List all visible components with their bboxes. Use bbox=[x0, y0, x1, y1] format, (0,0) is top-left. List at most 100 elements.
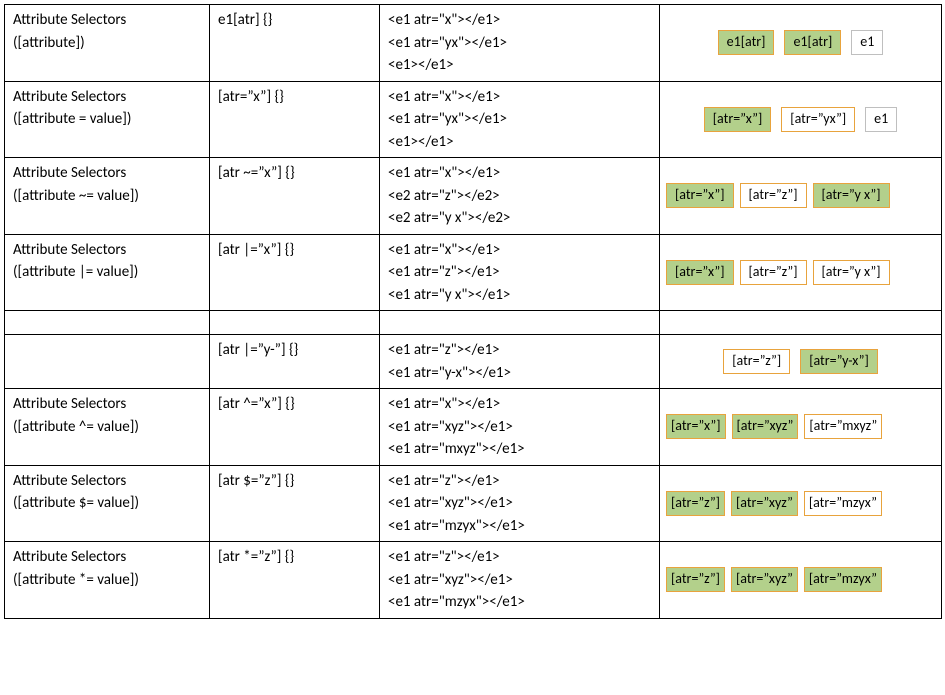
selector-title: Attribute Selectors bbox=[13, 86, 203, 109]
table-row: Attribute Selectors([attribute $= value]… bbox=[5, 465, 942, 542]
selector-name-cell: Attribute Selectors([attribute *= value]… bbox=[5, 542, 210, 619]
html-line: <e1 atr="yx"></e1> bbox=[388, 32, 653, 55]
match-visual-cell: [atr=”z”][atr=”xyz”[atr=”mzyx” bbox=[660, 465, 942, 542]
result-box: [atr=”z”] bbox=[723, 349, 790, 374]
table-row: Attribute Selectors([attribute ~= value]… bbox=[5, 158, 942, 235]
result-box: [atr=”yx”] bbox=[781, 107, 855, 132]
selector-name-cell: Attribute Selectors([attribute = value]) bbox=[5, 81, 210, 158]
selector-syntax: ([attribute ^= value]) bbox=[13, 416, 203, 439]
match-visual-cell: [atr=”x”][atr=”xyz”[atr=”mxyz” bbox=[660, 389, 942, 466]
result-box: [atr=”x”] bbox=[666, 260, 734, 285]
table-row bbox=[5, 311, 942, 335]
html-line: <e1 atr="mzyx"></e1> bbox=[388, 591, 653, 614]
selector-syntax: ([attribute *= value]) bbox=[13, 569, 203, 592]
html-example-cell: <e1 atr="x"></e1><e1 atr="yx"></e1><e1><… bbox=[380, 81, 660, 158]
html-line: <e1 atr="z"></e1> bbox=[388, 546, 653, 569]
selector-syntax: ([attribute]) bbox=[13, 32, 203, 55]
html-example-cell: <e1 atr="z"></e1><e1 atr="y-x"></e1> bbox=[380, 335, 660, 389]
css-rule-cell: [atr $=”z”] {} bbox=[210, 465, 380, 542]
html-line: <e1 atr="xyz"></e1> bbox=[388, 492, 653, 515]
box-row: e1[atr]e1[atr]e1 bbox=[664, 30, 937, 55]
match-visual-cell: [atr=”x”] [atr=”yx”] e1 bbox=[660, 81, 942, 158]
selector-title: Attribute Selectors bbox=[13, 9, 203, 32]
selector-syntax: ([attribute = value]) bbox=[13, 108, 203, 131]
html-line: <e1></e1> bbox=[388, 131, 653, 154]
result-box: [atr=”mzyx” bbox=[804, 567, 882, 592]
html-line: <e1 atr="x"></e1> bbox=[388, 162, 653, 185]
css-rule-cell: e1[atr] {} bbox=[210, 5, 380, 82]
match-visual-cell: e1[atr]e1[atr]e1 bbox=[660, 5, 942, 82]
html-line: <e2 atr="y x"></e2> bbox=[388, 207, 653, 230]
html-line: <e1 atr="x"></e1> bbox=[388, 9, 653, 32]
empty-cell bbox=[210, 311, 380, 335]
result-box: [atr=”xyz” bbox=[731, 491, 798, 516]
selector-syntax: ([attribute |= value]) bbox=[13, 261, 203, 284]
html-line: <e1 atr="x"></e1> bbox=[388, 239, 653, 262]
result-box: [atr=”y x”] bbox=[813, 260, 890, 285]
html-line: <e1 atr="z"></e1> bbox=[388, 339, 653, 362]
html-line: <e2 atr="z"></e2> bbox=[388, 185, 653, 208]
html-line: <e1 atr="z"></e1> bbox=[388, 261, 653, 284]
box-row: [atr=”z”][atr=”xyz”[atr=”mzyx” bbox=[664, 567, 937, 592]
selector-name-cell: Attribute Selectors([attribute |= value]… bbox=[5, 234, 210, 311]
result-box: [atr=”x”] bbox=[666, 414, 726, 439]
html-line: <e1 atr="mxyz"></e1> bbox=[388, 438, 653, 461]
html-line: <e1 atr="mzyx"></e1> bbox=[388, 515, 653, 538]
box-row: [atr=”x”][atr=”xyz”[atr=”mxyz” bbox=[664, 414, 937, 439]
match-visual-cell: [atr=”x”][atr=”z”][atr=”y x”] bbox=[660, 158, 942, 235]
result-box: e1[atr] bbox=[718, 30, 775, 55]
box-row: [atr=”z”][atr=”xyz”[atr=”mzyx” bbox=[664, 491, 937, 516]
table-row: Attribute Selectors([attribute ^= value]… bbox=[5, 389, 942, 466]
result-box: [atr=”xyz” bbox=[732, 414, 799, 439]
selector-syntax: ([attribute $= value]) bbox=[13, 492, 203, 515]
selectors-table: Attribute Selectors([attribute])e1[atr] … bbox=[4, 4, 942, 619]
empty-cell bbox=[5, 311, 210, 335]
css-rule-cell: [atr ~=”x”] {} bbox=[210, 158, 380, 235]
css-rule-cell: [atr |=”x”] {} bbox=[210, 234, 380, 311]
box-row: [atr=”x”] [atr=”yx”] e1 bbox=[664, 107, 937, 132]
html-example-cell: <e1 atr="x"></e1><e1 atr="z"></e1><e1 at… bbox=[380, 234, 660, 311]
result-box: [atr=”y x”] bbox=[813, 183, 890, 208]
result-box: [atr=”x”] bbox=[666, 183, 734, 208]
selector-title: Attribute Selectors bbox=[13, 546, 203, 569]
html-line: <e1 atr="z"></e1> bbox=[388, 470, 653, 493]
html-line: <e1 atr="xyz"></e1> bbox=[388, 416, 653, 439]
html-example-cell: <e1 atr="x"></e1><e1 atr="yx"></e1><e1><… bbox=[380, 5, 660, 82]
selector-title: Attribute Selectors bbox=[13, 470, 203, 493]
result-box: e1 bbox=[865, 107, 897, 132]
table-row: Attribute Selectors([attribute])e1[atr] … bbox=[5, 5, 942, 82]
result-box: [atr=”z”] bbox=[666, 491, 725, 516]
html-example-cell: <e1 atr="x"></e1><e1 atr="xyz"></e1><e1 … bbox=[380, 389, 660, 466]
css-rule-cell: [atr ^=”x”] {} bbox=[210, 389, 380, 466]
result-box: [atr=”mzyx” bbox=[804, 491, 882, 516]
selector-title: Attribute Selectors bbox=[13, 162, 203, 185]
html-line: <e1 atr="y x"></e1> bbox=[388, 284, 653, 307]
selector-name-cell: Attribute Selectors([attribute ^= value]… bbox=[5, 389, 210, 466]
result-box: e1[atr] bbox=[784, 30, 841, 55]
html-line: <e1 atr="yx"></e1> bbox=[388, 108, 653, 131]
html-line: <e1 atr="xyz"></e1> bbox=[388, 569, 653, 592]
selector-title: Attribute Selectors bbox=[13, 239, 203, 262]
match-visual-cell: [atr=”z”] [atr=”y-x”] bbox=[660, 335, 942, 389]
table-row: Attribute Selectors([attribute *= value]… bbox=[5, 542, 942, 619]
box-row: [atr=”z”] [atr=”y-x”] bbox=[664, 349, 937, 374]
match-visual-cell: [atr=”x”][atr=”z”][atr=”y x”] bbox=[660, 234, 942, 311]
selector-syntax: ([attribute ~= value]) bbox=[13, 185, 203, 208]
empty-cell bbox=[380, 311, 660, 335]
result-box: [atr=”z”] bbox=[740, 183, 807, 208]
css-rule-cell: [atr *=”z”] {} bbox=[210, 542, 380, 619]
css-rule-cell: [atr |=”y-”] {} bbox=[210, 335, 380, 389]
result-box: [atr=”z”] bbox=[740, 260, 807, 285]
result-box: [atr=”y-x”] bbox=[800, 349, 878, 374]
result-box: [atr=”xyz” bbox=[731, 567, 798, 592]
html-line: <e1 atr="x"></e1> bbox=[388, 86, 653, 109]
result-box: [atr=”x”] bbox=[704, 107, 772, 132]
result-box: [atr=”mxyz” bbox=[804, 414, 882, 439]
empty-cell bbox=[660, 311, 942, 335]
selector-name-cell: Attribute Selectors([attribute]) bbox=[5, 5, 210, 82]
html-line: <e1></e1> bbox=[388, 54, 653, 77]
selector-title: Attribute Selectors bbox=[13, 393, 203, 416]
selector-name-cell bbox=[5, 335, 210, 389]
table-row: [atr |=”y-”] {}<e1 atr="z"></e1><e1 atr=… bbox=[5, 335, 942, 389]
html-line: <e1 atr="x"></e1> bbox=[388, 393, 653, 416]
